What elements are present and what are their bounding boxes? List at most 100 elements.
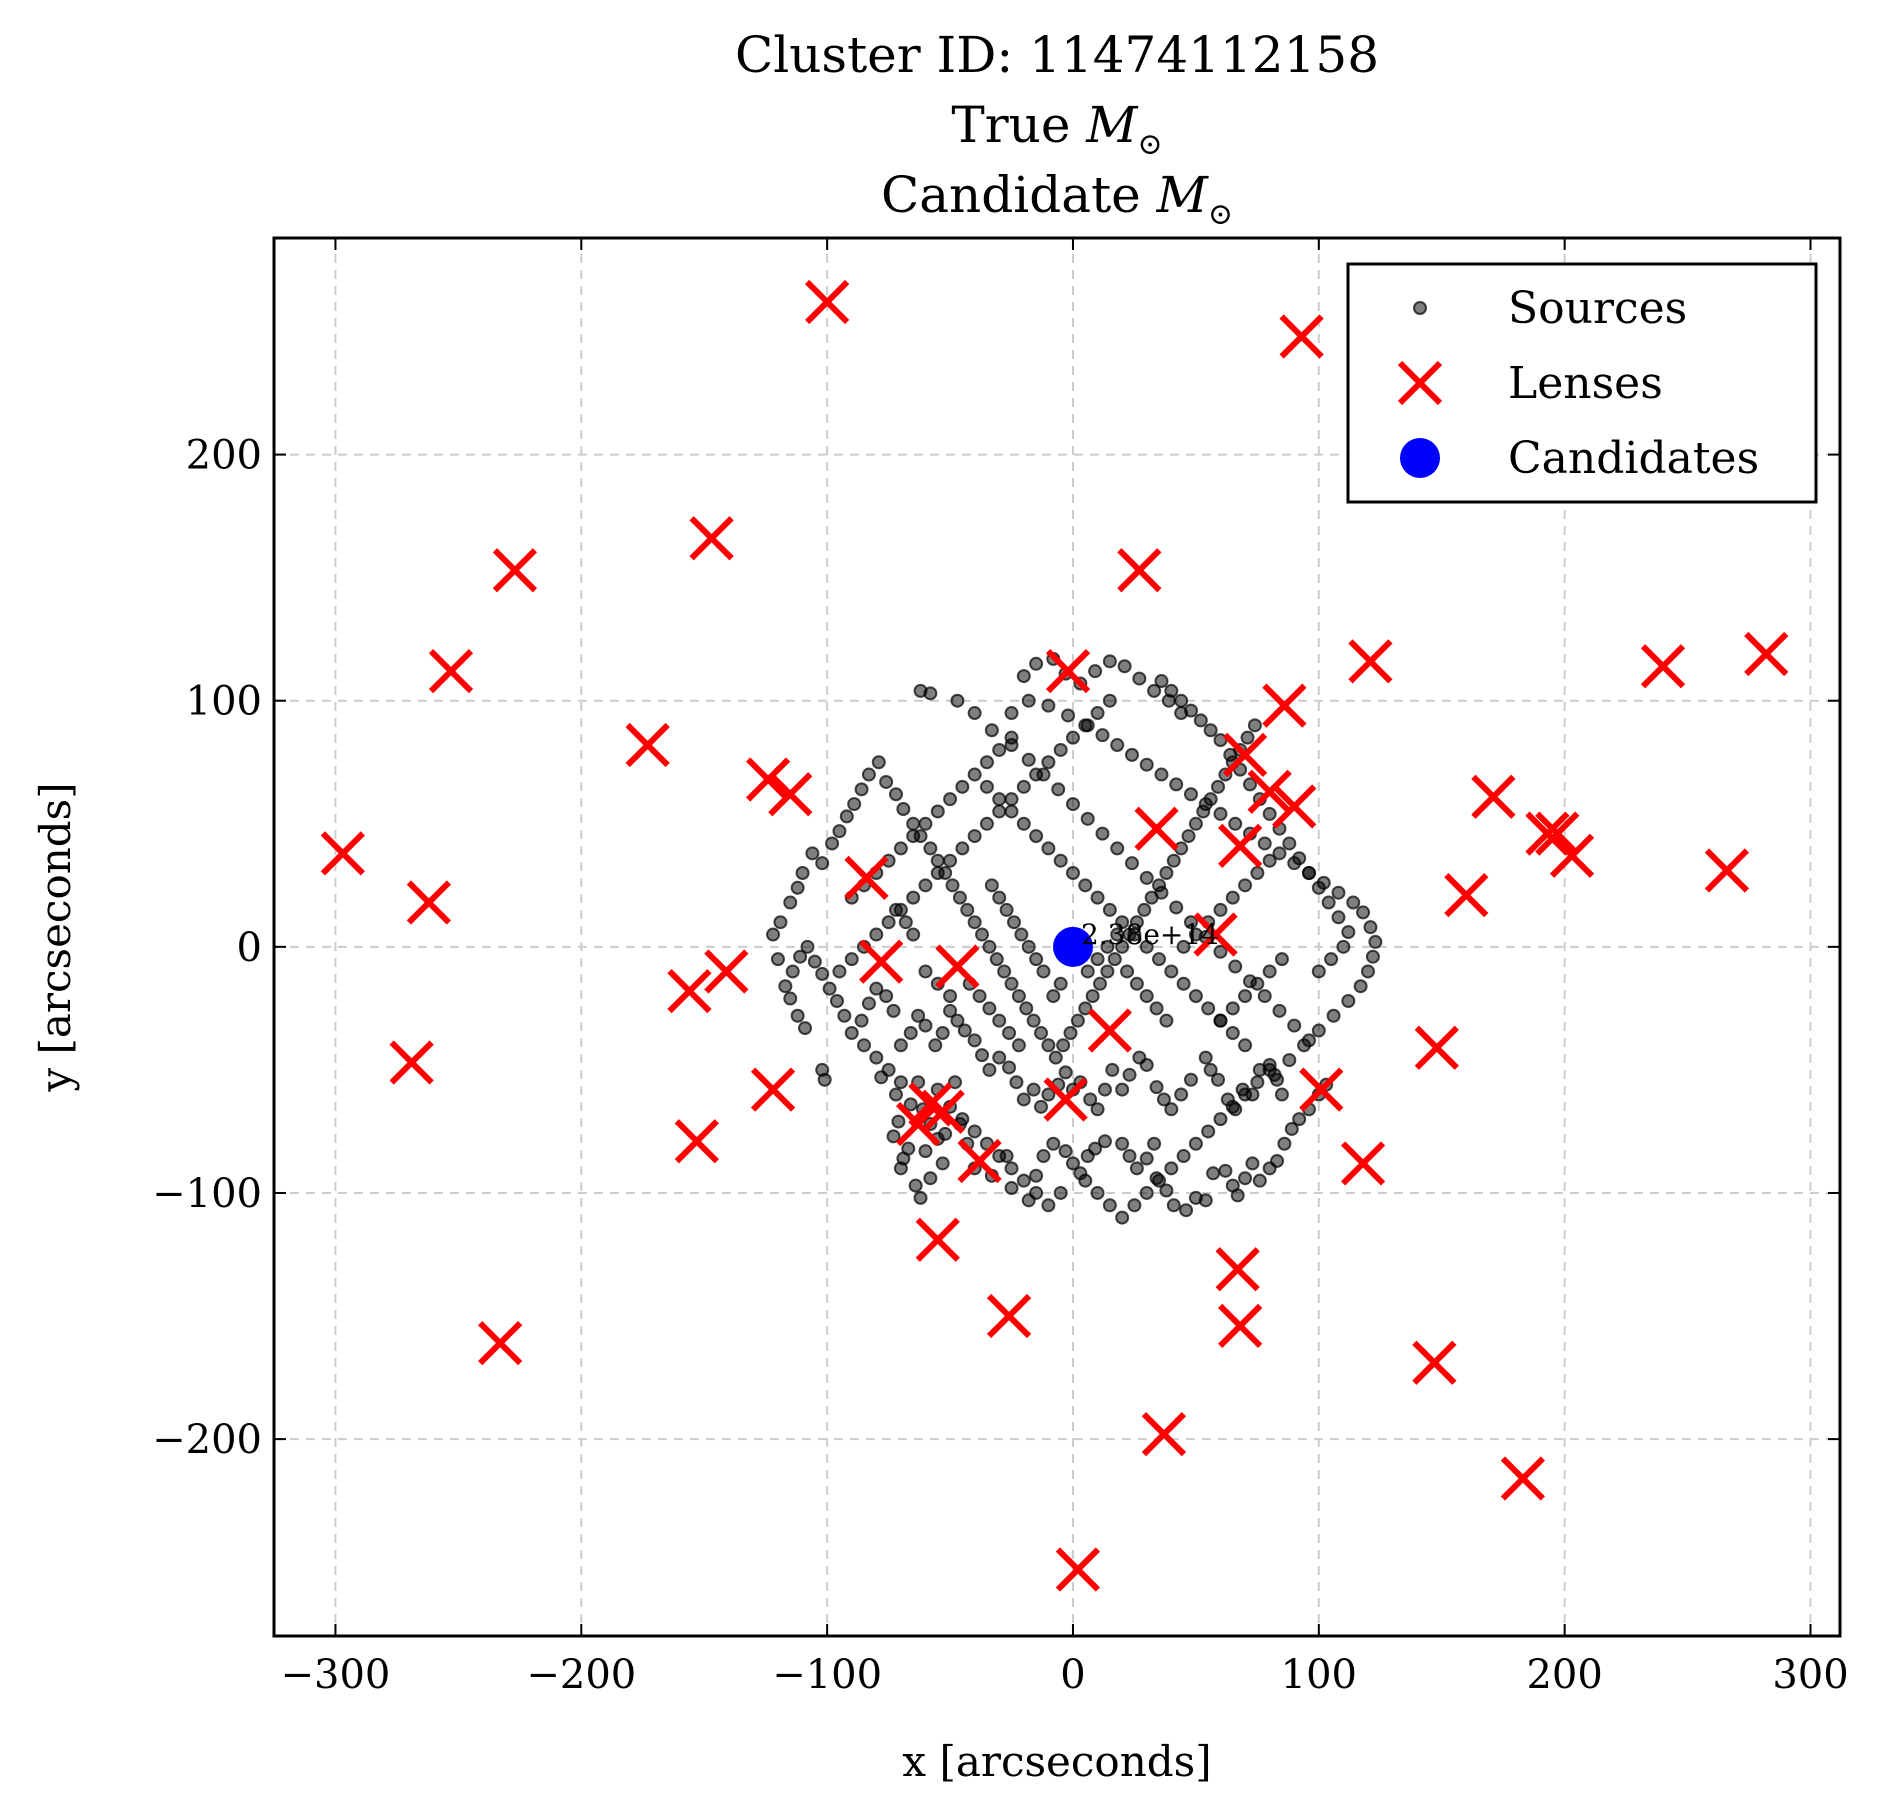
source-point — [1088, 1141, 1103, 1156]
title-line: Candidate M⊙ — [881, 166, 1233, 232]
source-point — [1331, 910, 1346, 925]
source-point — [1159, 1183, 1174, 1198]
lens-marker — [1471, 774, 1516, 819]
source-point — [923, 1171, 938, 1186]
source-point — [1004, 1181, 1019, 1196]
source-point — [1198, 1193, 1213, 1208]
source-point — [1164, 1102, 1179, 1117]
source-point — [1274, 952, 1289, 967]
source-point — [1041, 698, 1056, 713]
legend-lenses-marker — [1397, 360, 1443, 406]
source-point — [783, 991, 798, 1006]
source-point — [1188, 989, 1203, 1004]
source-point — [1041, 1198, 1056, 1213]
source-point — [1016, 816, 1031, 831]
source-point — [1085, 989, 1100, 1004]
source-point — [1041, 755, 1056, 770]
lens-marker — [908, 1082, 953, 1127]
lens-marker — [689, 516, 734, 561]
source-point — [992, 742, 1007, 757]
lens-marker — [805, 279, 850, 325]
source-point — [950, 693, 965, 708]
source-point — [891, 1114, 906, 1129]
source-point — [1147, 1136, 1162, 1151]
source-point — [1301, 866, 1316, 881]
source-point — [1061, 708, 1076, 723]
source-point — [975, 927, 990, 942]
source-point — [1262, 806, 1277, 821]
source-point — [979, 755, 994, 770]
lens-marker — [1640, 644, 1686, 689]
chart-title: Cluster ID: 11474112158 True M⊙Candidate … — [735, 26, 1379, 232]
source-point — [1100, 964, 1115, 979]
source-point — [1242, 777, 1257, 792]
source-point — [839, 809, 854, 824]
lens-marker — [750, 1067, 796, 1112]
lens-marker — [1247, 769, 1292, 814]
source-point — [1206, 1166, 1221, 1181]
source-point — [1110, 738, 1125, 753]
source-point — [1026, 1013, 1041, 1028]
source-point — [1080, 964, 1095, 979]
source-point — [950, 1013, 965, 1028]
source-point — [1149, 1080, 1164, 1095]
source-point — [778, 979, 793, 994]
source-point — [1353, 979, 1368, 994]
source-point — [1341, 993, 1356, 1008]
source-point — [807, 954, 822, 969]
source-point — [1029, 656, 1044, 671]
source-point — [1336, 939, 1351, 954]
source-point — [1090, 706, 1105, 721]
source-point — [1070, 1013, 1085, 1028]
source-point — [1147, 683, 1162, 698]
source-point — [1053, 853, 1068, 868]
legend: Sources Lenses Candidates — [1346, 262, 1818, 504]
source-point — [1097, 1134, 1112, 1149]
source-point — [1053, 742, 1068, 757]
source-point — [1247, 718, 1262, 733]
source-point — [1127, 1198, 1142, 1213]
source-point — [1093, 976, 1108, 991]
lens-marker — [1500, 1456, 1545, 1501]
source-point — [1014, 927, 1029, 942]
source-point — [1282, 1053, 1297, 1068]
source-point — [1365, 949, 1380, 964]
lens-marker — [1222, 732, 1268, 777]
source-point — [1004, 804, 1019, 819]
source-point — [1036, 964, 1051, 979]
source-point — [1102, 902, 1117, 917]
source-point — [1127, 927, 1142, 942]
source-point — [943, 989, 958, 1004]
source-point — [1152, 952, 1167, 967]
source-point — [893, 1075, 908, 1090]
source-point — [1021, 752, 1036, 767]
source-point — [992, 1149, 1007, 1164]
source-point — [798, 1021, 813, 1036]
lens-marker — [920, 1089, 965, 1134]
source-point — [1078, 718, 1093, 733]
lens-marker — [1299, 1067, 1344, 1112]
source-point — [829, 993, 844, 1008]
source-point — [967, 915, 982, 930]
lens-marker — [492, 548, 538, 593]
source-point — [943, 792, 958, 807]
source-point — [955, 1112, 970, 1127]
source-point — [898, 915, 913, 930]
source-point — [861, 767, 876, 782]
source-point — [1110, 841, 1125, 856]
y-tick-label: −100 — [152, 1171, 262, 1217]
source-point — [1006, 915, 1021, 930]
source-point — [1029, 767, 1044, 782]
x-tick-label: 100 — [1281, 1652, 1357, 1698]
source-point — [1228, 816, 1243, 831]
source-point — [997, 964, 1012, 979]
lens-marker — [1141, 1412, 1187, 1457]
source-point — [1139, 757, 1154, 772]
source-point — [847, 797, 862, 812]
source-point — [1102, 1198, 1117, 1213]
source-point — [935, 1025, 950, 1040]
source-point — [999, 902, 1014, 917]
source-point — [930, 804, 945, 819]
lens-marker — [1340, 1141, 1386, 1186]
source-point — [1183, 703, 1198, 718]
